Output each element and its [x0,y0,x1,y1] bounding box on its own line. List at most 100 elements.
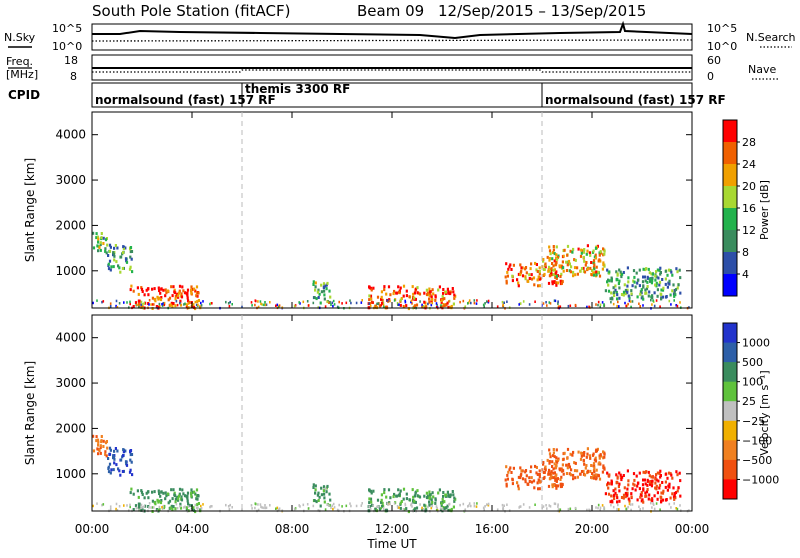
power-cell [594,253,597,257]
power-cell [528,273,531,277]
velocity-cell [548,468,551,472]
power-cell [546,255,549,259]
power-cell [622,293,625,297]
velocity-cell [504,478,507,482]
velocity-cell [442,491,445,494]
velocity-cell [312,486,315,489]
power-cell [168,296,172,300]
velocity-cell [151,506,154,509]
power-cell [557,305,560,308]
power-cell [666,285,669,289]
power-cell [425,305,428,309]
power-cell [190,288,193,292]
velocity-cell [386,502,388,505]
power-cell [679,291,682,295]
velocity-cell [559,508,562,511]
velocity-cell [590,464,593,467]
velocity-cell [168,499,172,503]
velocity-cell [423,494,426,498]
power-cell [316,290,319,294]
velocity-cell [630,508,632,512]
power-cell [563,248,566,252]
noise-right-tick-top: 10^5 [707,22,737,35]
power-cell [559,305,562,308]
power-cell [380,304,382,307]
power-cell [110,265,113,269]
power-cell [520,266,523,270]
velocity-cell [210,505,212,508]
power-cell [95,236,98,240]
velocity-cell [554,478,557,482]
power-cell [549,302,552,305]
velocity-cell [642,507,644,510]
velocity-cell [633,483,636,487]
power-cell [376,295,380,299]
velocity-cell [648,474,651,478]
power-cell [444,290,447,294]
power-cell [584,263,587,267]
velocity-cell [679,479,682,483]
velocity-cell [148,506,150,509]
power-cell [639,292,642,296]
power-cell [160,287,163,291]
velocity-cell [651,482,654,486]
velocity-cell [607,492,611,496]
power-colorbar-segment [723,208,737,231]
velocity-cell [108,452,112,456]
velocity-cell [166,492,170,496]
power-cell [432,292,435,296]
velocity-cell [132,508,135,511]
power-cell [671,289,674,293]
power-y-axis-label: Slant Range [km] [23,158,37,262]
power-cell [572,274,575,278]
power-cell [552,248,555,252]
power-cell [113,258,116,262]
velocity-cell [164,497,167,501]
power-cell [546,304,548,307]
power-cell [617,300,619,304]
power-cell [97,240,100,244]
power-cell [250,301,253,304]
power-cell [443,297,446,301]
power-cell [194,300,197,304]
velocity-cell [599,453,602,457]
power-cell [544,265,547,269]
power-cell [98,246,101,249]
power-cell [322,286,325,290]
power-cell [126,301,128,304]
power-cell [210,302,212,305]
power-cell [535,268,538,272]
power-cell [399,298,402,302]
power-cell [592,259,596,263]
power-cell [598,258,601,262]
power-cell [172,302,175,305]
power-cell [610,291,613,295]
velocity-cell [332,502,335,506]
power-cell [530,277,534,281]
velocity-cell [410,503,412,507]
velocity-cell [615,493,618,497]
power-cell [579,254,583,258]
velocity-y-tick-label: 3000 [55,376,86,390]
power-cell [194,289,197,293]
x-axis-ticks: 00:00 04:00 08:00 12:00 16:00 20:00 00:00 [75,112,709,536]
power-cell [630,292,633,296]
velocity-cell [654,481,657,485]
power-cell [177,295,180,299]
power-cell [613,294,616,297]
x-tick-label: 08:00 [275,522,310,536]
velocity-cell [153,501,156,505]
power-cell [446,287,449,291]
velocity-cell [610,503,612,507]
velocity-cell [298,504,300,507]
velocity-cell [110,468,113,472]
velocity-cell [182,492,185,496]
velocity-cell [191,490,194,494]
power-cell [627,276,630,280]
power-cell [328,301,330,304]
power-cell [312,280,315,284]
power-cell [173,290,176,294]
velocity-cell [623,486,626,490]
velocity-cell [594,459,598,463]
